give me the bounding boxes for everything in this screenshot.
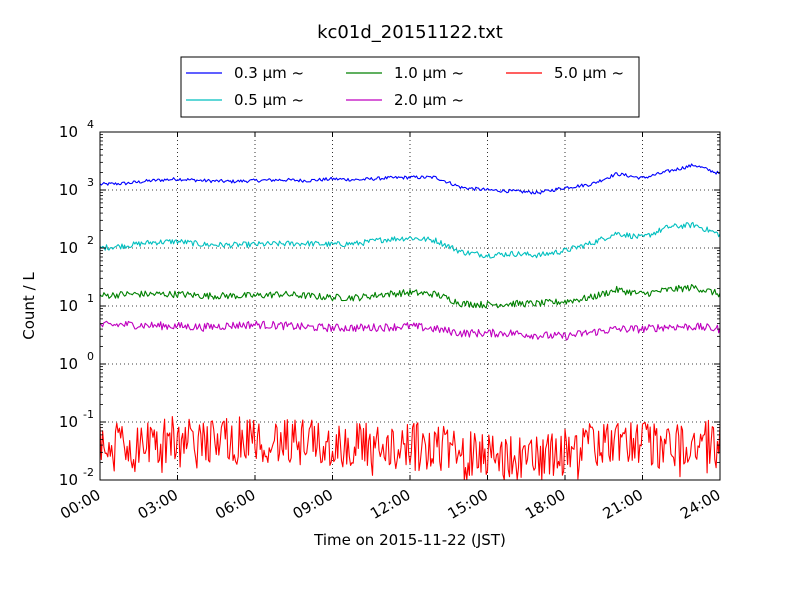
y-axis-ticks: 10 -2 10 -1 10 0 10 1 10 2 10 3 10 4 bbox=[59, 118, 720, 489]
y-tick-exponent: -1 bbox=[83, 408, 94, 421]
chart-title: kc01d_20151122.txt bbox=[317, 22, 503, 43]
legend-label-3: 2.0 μm ~ bbox=[394, 91, 464, 109]
legend-box bbox=[180, 56, 640, 118]
x-axis-label: Time on 2015-11-22 (JST) bbox=[313, 531, 506, 549]
y-tick-exponent: 4 bbox=[87, 118, 94, 131]
y-tick-exponent: -2 bbox=[83, 466, 94, 479]
series-line-0 bbox=[99, 163, 721, 195]
legend-label-0: 0.3 μm ~ bbox=[234, 64, 304, 82]
legend-label-2: 1.0 μm ~ bbox=[394, 64, 464, 82]
y-tick-label: 10 bbox=[59, 239, 78, 257]
series-line-2 bbox=[99, 283, 721, 309]
series-lines bbox=[99, 163, 721, 481]
legend-label-4: 5.0 μm ~ bbox=[554, 64, 624, 82]
y-tick-label: 10 bbox=[59, 355, 78, 373]
y-tick-exponent: 2 bbox=[87, 234, 94, 247]
series-line-4 bbox=[99, 415, 721, 481]
y-tick-label: 10 bbox=[59, 297, 78, 315]
y-tick-exponent: 1 bbox=[87, 292, 94, 305]
series-line-1 bbox=[99, 221, 721, 259]
y-tick-label: 10 bbox=[59, 181, 78, 199]
y-axis-label: Count / L bbox=[20, 272, 38, 340]
legend-label-1: 0.5 μm ~ bbox=[234, 91, 304, 109]
series-line-3 bbox=[99, 320, 721, 341]
y-tick-exponent: 0 bbox=[87, 350, 94, 363]
y-tick-label: 10 bbox=[59, 471, 78, 489]
y-tick-label: 10 bbox=[59, 413, 78, 431]
y-tick-label: 10 bbox=[59, 123, 78, 141]
legend: 0.3 μm ~ 0.5 μm ~ 1.0 μm ~ 2.0 μm ~ 5.0 μm ~ bbox=[180, 56, 640, 118]
y-tick-exponent: 3 bbox=[87, 176, 94, 189]
grid-lines bbox=[100, 132, 720, 480]
